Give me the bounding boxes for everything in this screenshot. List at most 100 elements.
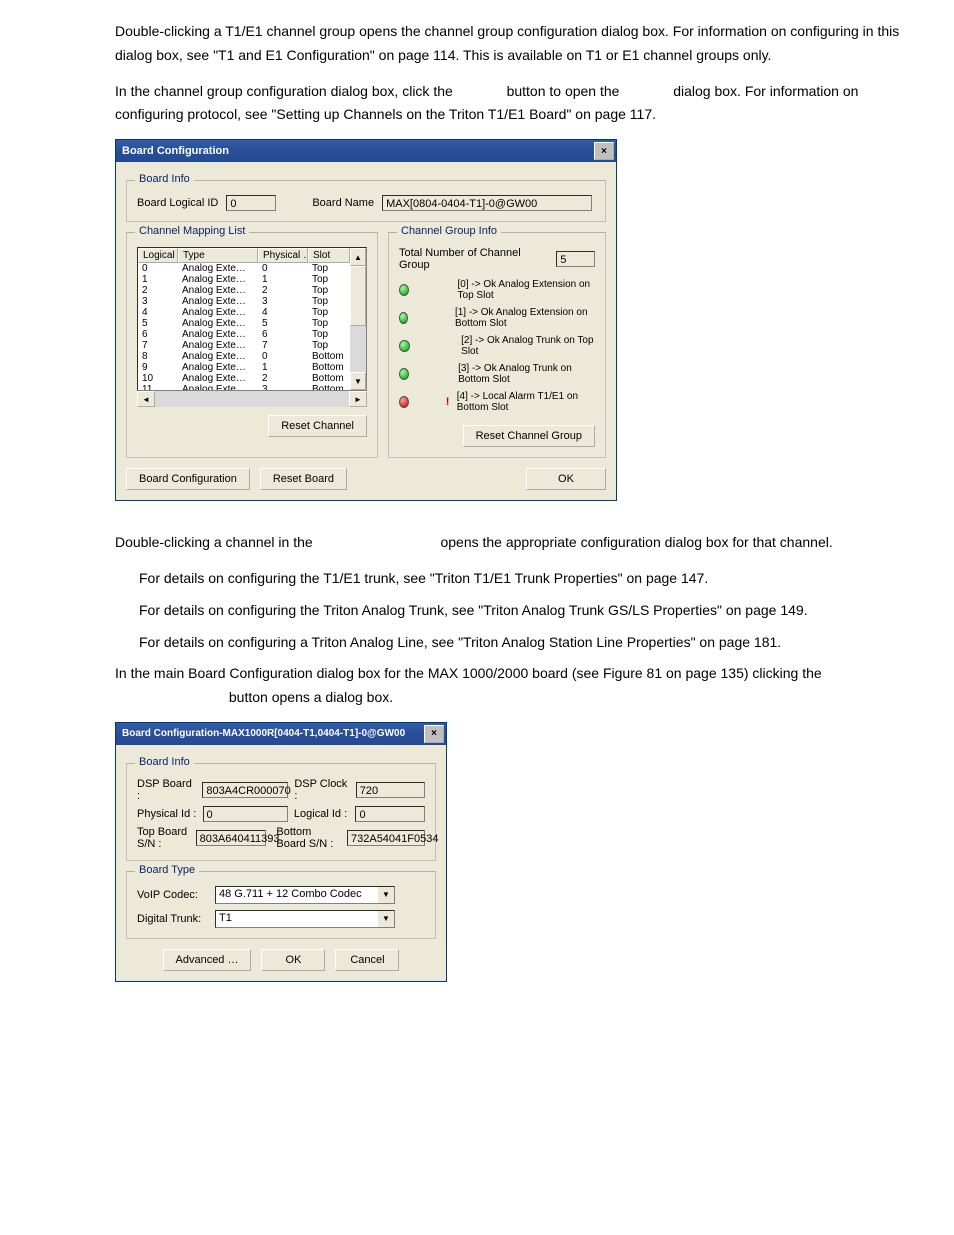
cell-type: Analog Exte… (178, 351, 258, 362)
logical-id-value: 0 (355, 806, 425, 822)
channel-group-entry[interactable]: [2] -> Ok Analog Trunk on Top Slot (399, 335, 595, 357)
cell-physical: 3 (258, 296, 308, 307)
cell-logical: 9 (138, 362, 178, 373)
entry-text: [0] -> Ok Analog Extension on Top Slot (458, 279, 595, 301)
dsp-clock-label: DSP Clock : (294, 778, 349, 802)
reset-channel-group-button[interactable]: Reset Channel Group (463, 425, 595, 447)
scroll-thumb[interactable] (350, 266, 366, 326)
cell-physical: 2 (258, 285, 308, 296)
voip-codec-select[interactable]: 48 G.711 + 12 Combo Codec ▼ (215, 886, 395, 904)
table-row[interactable]: 9Analog Exte…1Bottom (138, 362, 350, 373)
cell-logical: 11 (138, 384, 178, 390)
group-title: Channel Mapping List (135, 225, 249, 237)
text: In the channel group configuration dialo… (115, 83, 457, 99)
cell-physical: 2 (258, 373, 308, 384)
board-logical-id-value: 0 (226, 195, 276, 211)
entry-text: [2] -> Ok Analog Trunk on Top Slot (461, 335, 595, 357)
group-title: Board Type (135, 864, 199, 876)
title-bar[interactable]: Board Configuration × (116, 140, 616, 162)
group-title: Board Info (135, 756, 194, 768)
close-icon[interactable]: × (594, 142, 614, 160)
table-row[interactable]: 10Analog Exte…2Bottom (138, 373, 350, 384)
board-info-group: Board Info DSP Board : 803A4CR000070 DSP… (126, 763, 436, 861)
cell-logical: 10 (138, 373, 178, 384)
table-row[interactable]: 5Analog Exte…5Top (138, 318, 350, 329)
reset-channel-button[interactable]: Reset Channel (268, 415, 367, 437)
title-bar[interactable]: Board Configuration-MAX1000R[0404-T1,040… (116, 723, 446, 745)
chevron-down-icon[interactable]: ▼ (377, 887, 394, 903)
cancel-button[interactable]: Cancel (335, 949, 399, 971)
top-sn-value: 803A640411393 (196, 830, 266, 846)
total-channel-group-value: 5 (556, 251, 595, 267)
channel-mapping-listview[interactable]: Logical … Type Physical … Slot 0Analog E… (137, 247, 367, 391)
channel-group-entry[interactable]: [3] -> Ok Analog Trunk on Bottom Slot (399, 363, 595, 385)
reset-board-button[interactable]: Reset Board (260, 468, 347, 490)
board-configuration-dialog: Board Configuration × Board Info Board L… (115, 139, 617, 501)
digital-trunk-label: Digital Trunk: (137, 913, 207, 925)
text: Double-clicking a channel in the (115, 534, 317, 550)
table-row[interactable]: 1Analog Exte…1Top (138, 274, 350, 285)
entry-text: [3] -> Ok Analog Trunk on Bottom Slot (458, 363, 595, 385)
scroll-right-icon[interactable]: ► (349, 391, 367, 407)
scroll-left-icon[interactable]: ◄ (137, 391, 155, 407)
physical-id-label: Physical Id : (137, 808, 197, 820)
channel-group-entry[interactable]: ![4] -> Local Alarm T1/E1 on Bottom Slot (399, 391, 595, 413)
col-type[interactable]: Type (178, 248, 258, 263)
table-row[interactable]: 0Analog Exte…0Top (138, 263, 350, 274)
channel-group-entry[interactable]: [0] -> Ok Analog Extension on Top Slot (399, 279, 595, 301)
logical-id-label: Logical Id : (294, 808, 350, 820)
table-row[interactable]: 7Analog Exte…7Top (138, 340, 350, 351)
cell-slot: Bottom (308, 362, 350, 373)
group-title: Channel Group Info (397, 225, 501, 237)
col-logical[interactable]: Logical … (138, 248, 178, 263)
board-logical-id-label: Board Logical ID (137, 197, 218, 209)
col-physical[interactable]: Physical … (258, 248, 308, 263)
physical-id-value: 0 (203, 806, 288, 822)
cell-slot: Top (308, 296, 350, 307)
status-ok-icon (399, 368, 409, 380)
text: button to open the (507, 83, 624, 99)
board-configuration-button[interactable]: Board Configuration (126, 468, 250, 490)
dsp-board-label: DSP Board : (137, 778, 196, 802)
cell-physical: 0 (258, 263, 308, 274)
digital-trunk-select[interactable]: T1 ▼ (215, 910, 395, 928)
title-bar-text: Board Configuration-MAX1000R[0404-T1,040… (122, 728, 424, 739)
cell-type: Analog Exte… (178, 285, 258, 296)
v-scrollbar[interactable]: ▲ ▼ (350, 248, 366, 390)
chevron-down-icon[interactable]: ▼ (377, 911, 394, 927)
col-slot[interactable]: Slot (308, 248, 350, 263)
table-row[interactable]: 8Analog Exte…0Bottom (138, 351, 350, 362)
h-scrollbar[interactable]: ◄ ► (137, 391, 367, 407)
channel-group-entry[interactable]: [1] -> Ok Analog Extension on Bottom Slo… (399, 307, 595, 329)
bullet-item: For details on configuring the Triton An… (115, 599, 914, 623)
title-bar-text: Board Configuration (122, 145, 594, 157)
paragraph: In the channel group configuration dialo… (115, 80, 914, 128)
table-row[interactable]: 11Analog Exte…3Bottom (138, 384, 350, 390)
dsp-board-value: 803A4CR000070 (202, 782, 288, 798)
ok-button[interactable]: OK (526, 468, 606, 490)
cell-slot: Top (308, 285, 350, 296)
table-row[interactable]: 4Analog Exte…4Top (138, 307, 350, 318)
board-info-group: Board Info Board Logical ID 0 Board Name… (126, 180, 606, 222)
text: In the main Board Configuration dialog b… (115, 665, 822, 681)
cell-slot: Top (308, 263, 350, 274)
cell-logical: 2 (138, 285, 178, 296)
scroll-up-icon[interactable]: ▲ (350, 248, 366, 266)
scroll-down-icon[interactable]: ▼ (350, 372, 366, 390)
advanced-button[interactable]: Advanced … (163, 949, 252, 971)
listview-header[interactable]: Logical … Type Physical … Slot (138, 248, 350, 263)
close-icon[interactable]: × (424, 725, 444, 743)
cell-type: Analog Exte… (178, 307, 258, 318)
cell-physical: 4 (258, 307, 308, 318)
cell-physical: 5 (258, 318, 308, 329)
cell-logical: 5 (138, 318, 178, 329)
table-row[interactable]: 3Analog Exte…3Top (138, 296, 350, 307)
ok-button[interactable]: OK (261, 949, 325, 971)
table-row[interactable]: 6Analog Exte…6Top (138, 329, 350, 340)
total-channel-group-label: Total Number of Channel Group (399, 247, 548, 271)
cell-logical: 1 (138, 274, 178, 285)
dsp-clock-value: 720 (356, 782, 425, 798)
cell-type: Analog Exte… (178, 329, 258, 340)
cell-type: Analog Exte… (178, 318, 258, 329)
table-row[interactable]: 2Analog Exte…2Top (138, 285, 350, 296)
